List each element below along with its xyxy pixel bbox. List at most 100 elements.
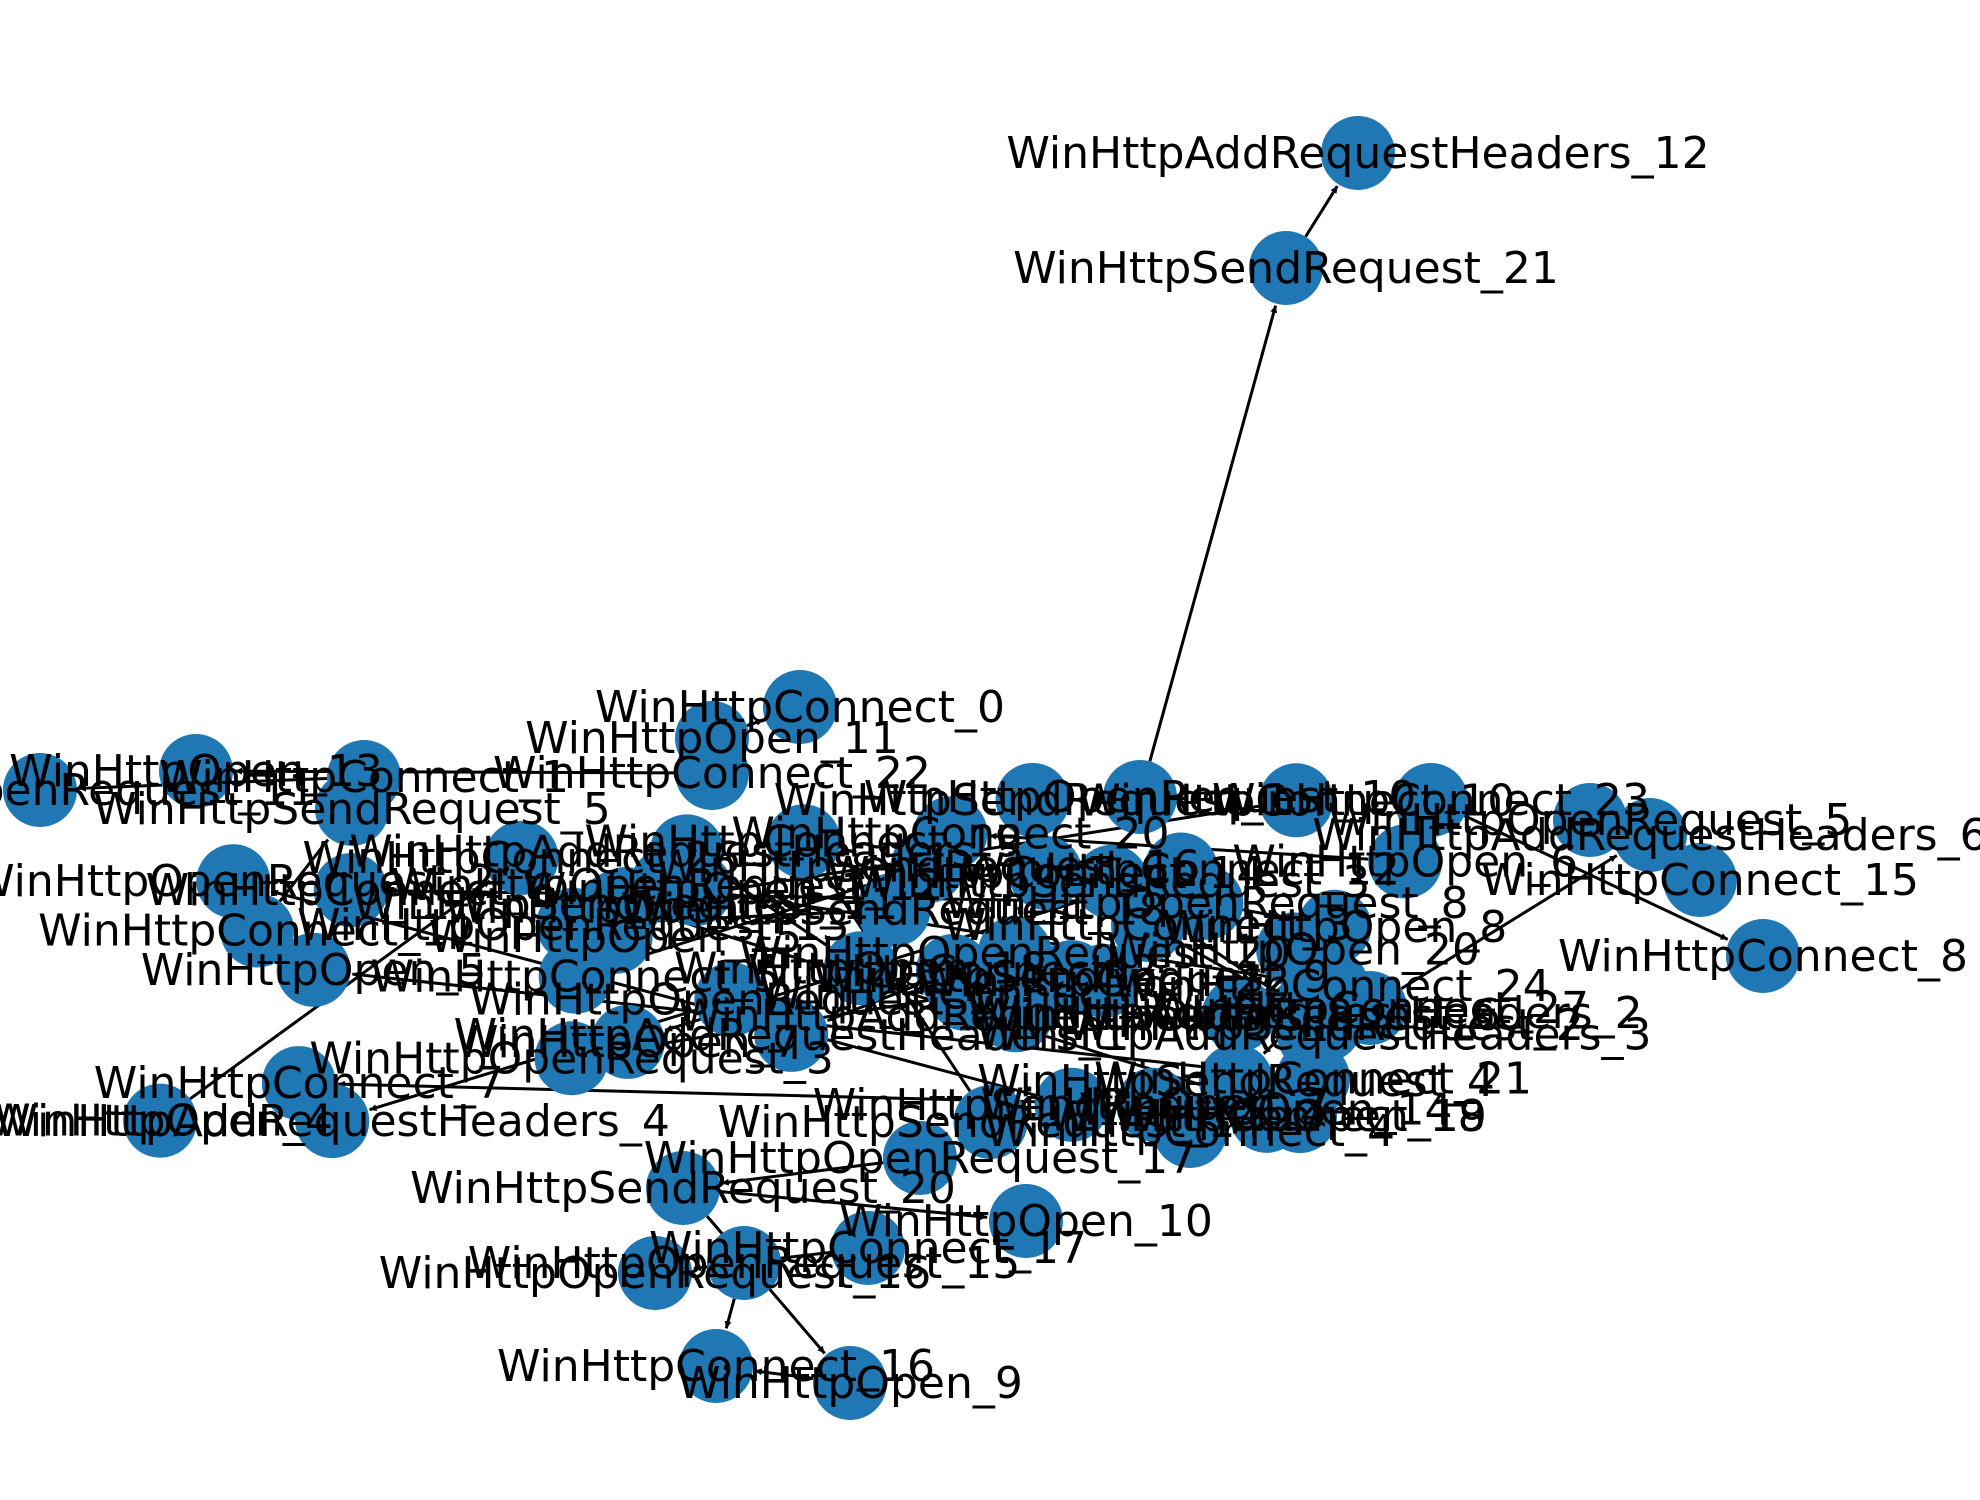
node-n68 bbox=[1116, 1067, 1191, 1142]
node-n25 bbox=[1613, 798, 1687, 872]
node-label-n62: WinHttpConnect_2 bbox=[748, 946, 1158, 997]
node-label-n19: WinHttpOpenRequest_15 bbox=[468, 1238, 1020, 1289]
edge-n15-n16 bbox=[719, 1190, 988, 1221]
node-label-n52: WinHttpConnect_10 bbox=[1077, 775, 1515, 826]
node-label-n1: WinHttpSendRequest_21 bbox=[1013, 243, 1559, 294]
node-n75 bbox=[295, 1084, 370, 1159]
node-n67 bbox=[536, 887, 611, 962]
node-n64 bbox=[1297, 889, 1372, 964]
edge-n19-n20 bbox=[724, 1298, 736, 1329]
node-n26 bbox=[1553, 783, 1627, 857]
node-n7 bbox=[3, 753, 77, 827]
node-label-n2: WinHttpConnect_0 bbox=[595, 682, 1005, 733]
node-label-n67: WinHttpOpenRequest_13 bbox=[297, 900, 849, 951]
node-label-n33: WinHttpAddRequestHeaders_8 bbox=[678, 990, 1353, 1041]
node-label-n69: WinHttpConnect_7 bbox=[94, 1058, 504, 1109]
node-label-n48: WinHttpSendRequest_7 bbox=[813, 1080, 1331, 1131]
node-n1 bbox=[1249, 231, 1323, 305]
node-label-n64: WinHttpOpen_8 bbox=[1162, 902, 1508, 953]
node-n27 bbox=[1663, 843, 1737, 917]
node-label-n73: WinHttpConnect_20 bbox=[731, 808, 1169, 859]
node-label-n66: WinHttpSendRequest_18 bbox=[621, 885, 1167, 936]
node-n29 bbox=[484, 820, 559, 895]
node-label-n56: WinHttpOpenRequest_12 bbox=[391, 860, 943, 911]
node-n36 bbox=[995, 762, 1070, 837]
edge-n54-n55 bbox=[823, 872, 972, 1093]
edge-n1-n0 bbox=[1304, 185, 1339, 238]
node-label-n21: WinHttpOpen_9 bbox=[677, 1358, 1023, 1409]
node-label-n4: WinHttpConnect_22 bbox=[493, 748, 931, 799]
node-label-n45: WinHttpConnect_6 bbox=[146, 865, 556, 916]
node-label-n42: WinHttpOpen_19 bbox=[1113, 1091, 1487, 1142]
node-label-n43: WinHttpSendRequest_11 bbox=[352, 879, 898, 930]
node-n37 bbox=[977, 916, 1052, 991]
node-n35 bbox=[590, 1004, 665, 1079]
node-n14 bbox=[883, 1121, 957, 1195]
node-label-n6: WinHttpConnect_1 bbox=[159, 752, 569, 803]
node-label-n14: WinHttpOpenRequest_17 bbox=[644, 1133, 1196, 1184]
node-n70 bbox=[220, 893, 295, 968]
node-n77 bbox=[1229, 1078, 1304, 1153]
edge-n8-n9 bbox=[1463, 814, 1729, 941]
node-label-n11: WinHttpAddRequestHeaders_2 bbox=[967, 988, 1642, 1039]
node-n50 bbox=[823, 931, 898, 1006]
node-n21 bbox=[813, 1346, 887, 1420]
edge-n14-n15 bbox=[721, 1161, 884, 1186]
node-label-n13: WinHttpConnect_4 bbox=[985, 1106, 1395, 1157]
node-label-n75: WinHttpAddRequestHeaders_4 bbox=[0, 1096, 670, 1147]
node-label-n70: WinHttpConnect_11 bbox=[38, 906, 476, 957]
node-n39 bbox=[276, 932, 351, 1007]
node-n58 bbox=[538, 939, 613, 1014]
edge-n11-n12 bbox=[1262, 1037, 1280, 1055]
node-label-n35: WinHttpOpen_7 bbox=[455, 1017, 801, 1068]
node-label-n8: WinHttpConnect_23 bbox=[1212, 775, 1650, 826]
node-label-n50: WinHttpOpen_18 bbox=[674, 943, 1048, 994]
node-label-n26: WinHttpOpenRequest_5 bbox=[1328, 795, 1852, 846]
node-label-n22: WinHttpSendRequest_2 bbox=[1066, 1000, 1584, 1051]
node-label-n9: WinHttpConnect_8 bbox=[1558, 931, 1968, 982]
node-n65 bbox=[1008, 835, 1083, 910]
node-label-n53: WinHttpOpen_3 bbox=[444, 882, 790, 933]
node-label-n68: WinHttpOpen_2 bbox=[981, 1080, 1327, 1131]
edge-n58-n59 bbox=[610, 876, 891, 968]
node-n45 bbox=[313, 853, 388, 928]
node-n23 bbox=[1103, 760, 1177, 834]
node-label-n63: WinHttpAddRequestHeaders_1 bbox=[454, 1010, 1129, 1061]
node-label-n49: WinHttpOpenRequest_2 bbox=[0, 856, 495, 907]
node-n52 bbox=[1259, 763, 1334, 838]
node-label-n59: WinHttpSendRequest_16 bbox=[655, 841, 1201, 892]
edge-n50-n51 bbox=[718, 871, 831, 949]
node-n32 bbox=[1066, 943, 1141, 1018]
node-label-n39: WinHttpOpen_5 bbox=[141, 945, 487, 996]
node-label-n32: WinHttpOpen_22 bbox=[917, 956, 1291, 1007]
node-n4 bbox=[675, 736, 749, 810]
node-label-n5: WinHttpOpen_13 bbox=[9, 746, 383, 797]
node-label-n7: WinHttpOpenRequest_11 bbox=[0, 765, 316, 816]
node-label-n24: WinHttpConnect_27 bbox=[1151, 983, 1589, 1034]
node-label-n38: WinHttpConnect_21 bbox=[1094, 1054, 1532, 1105]
edge-n23-n1 bbox=[1148, 305, 1278, 762]
label-layer: WinHttpAddRequestHeaders_12 WinHttpSendRe… bbox=[0, 128, 1980, 1409]
node-n31 bbox=[534, 1021, 609, 1096]
node-label-n60: WinHttpOpen_20 bbox=[1106, 924, 1480, 975]
node-label-n74: WinHttpOpenRequest_1 bbox=[469, 974, 993, 1025]
node-label-n65: WinHttpConnect_14 bbox=[826, 848, 1264, 899]
node-label-n54: WinHttpSendRequest_14 bbox=[718, 1097, 1264, 1148]
node-n28 bbox=[123, 1083, 198, 1158]
edge-n3-n2 bbox=[746, 718, 764, 728]
node-n19 bbox=[707, 1226, 781, 1300]
edge-n70-n71 bbox=[278, 838, 330, 903]
node-label-n18: WinHttpOpenRequest_16 bbox=[379, 1248, 931, 1299]
node-label-n46: WinHttpOpen_1 bbox=[523, 864, 869, 915]
node-label-n77: WinHttpConnect_18 bbox=[1047, 1091, 1485, 1142]
node-n44 bbox=[1169, 865, 1244, 940]
node-n55 bbox=[766, 804, 841, 879]
node-label-n40: WinHttpAddRequestHeaders_3 bbox=[976, 1010, 1651, 1061]
node-label-n15: WinHttpSendRequest_20 bbox=[410, 1163, 956, 1214]
node-label-n31: WinHttpOpenRequest_3 bbox=[309, 1033, 833, 1084]
node-label-n17: WinHttpConnect_17 bbox=[649, 1223, 1087, 1274]
node-n63 bbox=[754, 997, 829, 1072]
node-n54 bbox=[953, 1085, 1028, 1160]
node-label-n58: WinHttpConnect_5 bbox=[371, 952, 781, 1003]
node-n61 bbox=[1201, 977, 1276, 1052]
